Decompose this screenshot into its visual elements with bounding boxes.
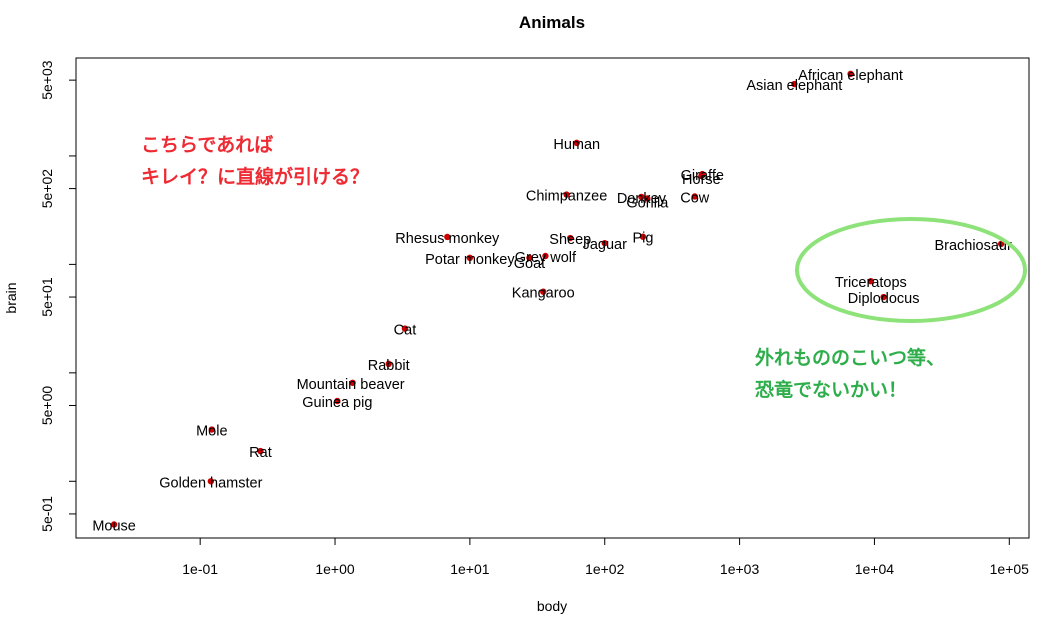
y-tick-label: 5e+01 xyxy=(39,277,55,317)
point-label: Kangaroo xyxy=(512,286,575,302)
point-label: Gorilla xyxy=(626,195,669,211)
data-point xyxy=(847,70,854,78)
point-label: Donkey xyxy=(617,191,667,207)
annotation-green: 外れもののこいつ等、 恐竜でないかい！ xyxy=(755,347,946,401)
plot-frame xyxy=(75,57,1030,539)
data-point xyxy=(867,277,875,285)
point-label: Rat xyxy=(249,445,272,461)
data-point xyxy=(691,193,698,200)
point-label: Pig xyxy=(632,231,653,247)
x-tick-label: 1e+02 xyxy=(585,561,625,577)
data-point xyxy=(401,325,409,332)
data-point xyxy=(880,293,887,301)
point-label: Chimpanzee xyxy=(526,189,607,205)
data-point xyxy=(207,478,215,485)
point-label: Grey wolf xyxy=(515,250,577,266)
data-point xyxy=(208,426,216,433)
data-point xyxy=(349,379,356,386)
highlight-ellipse xyxy=(795,217,1027,323)
data-point xyxy=(601,239,608,247)
point-label: Cat xyxy=(394,323,417,339)
data-point xyxy=(526,254,533,262)
data-point xyxy=(573,139,580,147)
point-label: Triceratops xyxy=(835,275,907,291)
point-label: Rabbit xyxy=(368,358,410,374)
x-tick-label: 1e-01 xyxy=(182,561,218,577)
point-label: Human xyxy=(553,137,600,153)
x-tick-label: 1e+00 xyxy=(315,561,355,577)
y-axis-label: brain xyxy=(3,282,19,313)
point-label: African elephant xyxy=(798,68,903,84)
data-point xyxy=(540,288,547,295)
point-label: Golden hamster xyxy=(159,475,262,491)
point-label: Mountain beaver xyxy=(297,377,405,393)
data-point xyxy=(542,252,549,260)
y-tick-label: 5e+03 xyxy=(39,60,55,100)
data-points xyxy=(110,70,1005,528)
point-label: Diplodocus xyxy=(848,291,920,307)
point-label: Cow xyxy=(680,190,710,206)
x-tick-label: 1e+01 xyxy=(450,561,490,577)
x-tick-label: 1e+03 xyxy=(720,561,760,577)
data-point xyxy=(385,360,392,368)
data-point xyxy=(567,234,574,242)
point-label: Brachiosaur xyxy=(934,238,1012,254)
axis-ticks: 1e-01 1e+00 1e+01 1e+02 1e+03 1e+04 1e+05 5e-01… xyxy=(39,60,1029,577)
point-label: Mouse xyxy=(92,518,136,534)
data-point xyxy=(466,254,474,262)
y-tick-label: 5e-01 xyxy=(39,496,55,532)
point-label: Horse xyxy=(682,172,721,188)
data-point xyxy=(638,193,645,201)
x-axis-label: body xyxy=(537,598,567,614)
y-tick-label: 5e+02 xyxy=(39,169,55,209)
point-label: Giraffe xyxy=(681,168,724,184)
point-label: Potar monkey xyxy=(425,252,515,268)
data-point xyxy=(644,195,651,202)
annotation-red: こちらであれば キレイ？に直線が引ける？ xyxy=(141,134,370,188)
data-point xyxy=(334,397,341,405)
data-point xyxy=(110,521,118,528)
point-label: Sheep xyxy=(549,232,591,248)
y-tick-label: 5e+00 xyxy=(39,386,55,426)
x-tick-label: 1e+04 xyxy=(855,561,895,577)
point-label: Guinea pig xyxy=(302,395,372,411)
data-point xyxy=(639,233,647,240)
point-label: Jaguar xyxy=(583,237,628,253)
point-label: Asian elephant xyxy=(746,78,842,94)
data-point xyxy=(699,170,706,178)
data-point xyxy=(997,240,1005,248)
data-point xyxy=(257,447,264,455)
point-label: Rhesus monkey xyxy=(395,231,500,247)
point-label: Mole xyxy=(196,424,227,440)
data-point xyxy=(791,80,798,88)
x-tick-label: 1e+05 xyxy=(990,561,1030,577)
data-point xyxy=(444,233,451,241)
data-point xyxy=(563,191,570,198)
point-label: Goat xyxy=(514,256,545,272)
chart-title: Animals xyxy=(519,13,585,32)
